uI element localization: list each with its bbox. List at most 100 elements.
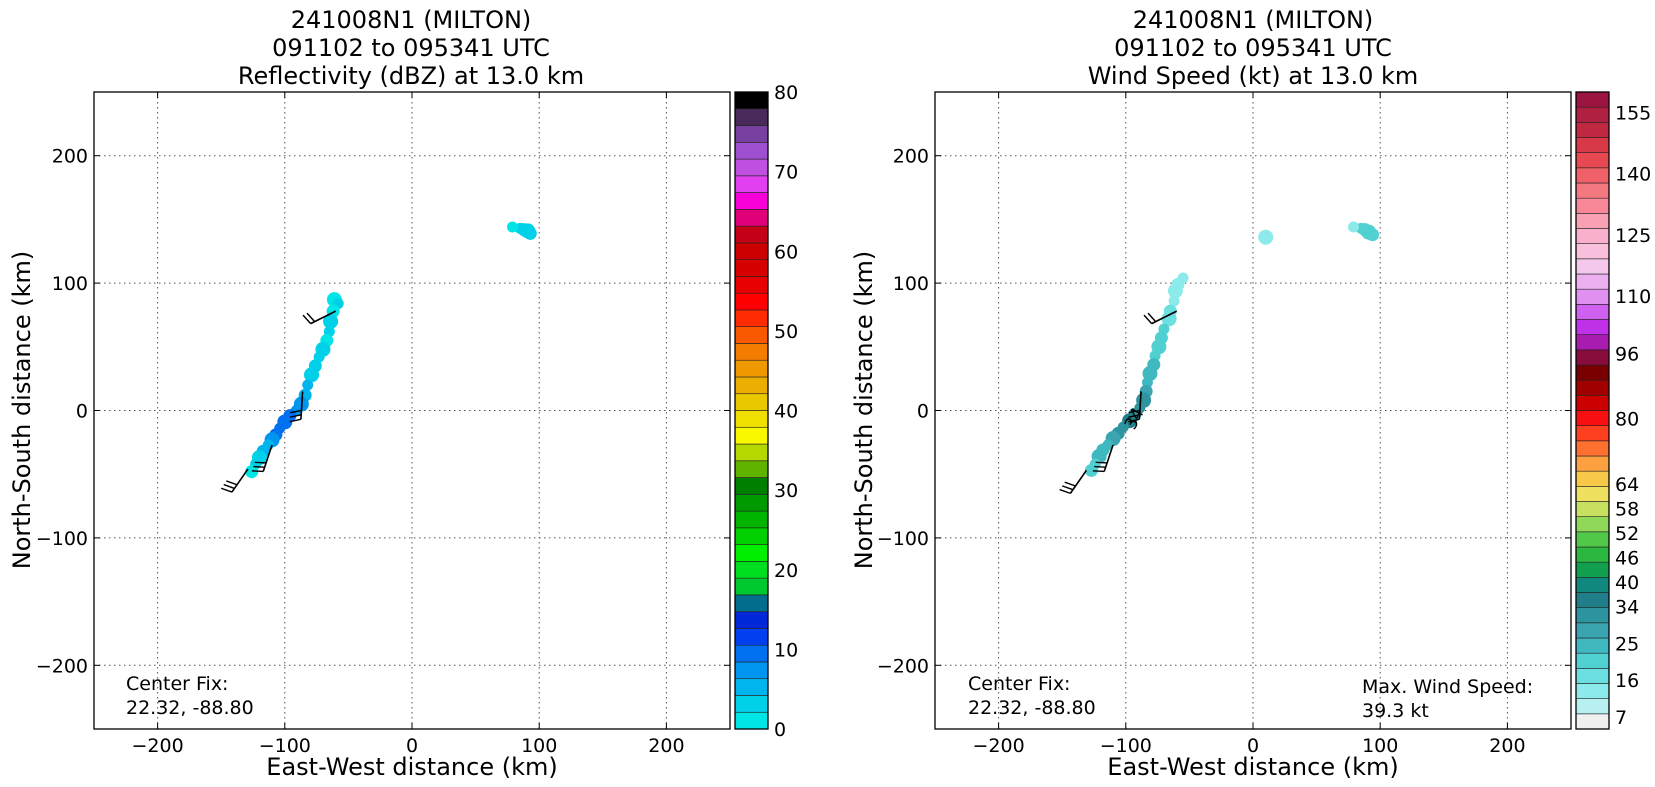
left-data-cell-15 [302,379,314,391]
right-colorbar-segment-16 [1575,470,1610,487]
right-wind-barb-1 [1128,391,1142,423]
right-colorbar-frame [1575,91,1610,730]
right-y-tick-label-0: −200 [877,655,929,677]
left-colorbar-segment-14 [734,477,769,495]
right-colorbar-segment-17 [1575,455,1610,472]
left-x-ticks: −200 −100 0 100 200 [132,92,685,757]
left-colorbar-segment-0 [734,711,769,730]
left-colorbar-segment-36 [734,108,769,126]
left-colorbar-ticks: 0 10 20 30 40 50 60 70 80 [774,82,798,741]
right-colorbar-tick-label-14: 155 [1615,102,1651,124]
left-colorbar-segment-25 [734,292,769,311]
left-wind-barbs [220,310,337,493]
right-colorbar-tick-label-11: 110 [1615,286,1651,308]
left-colorbar-segment-27 [734,259,769,277]
right-colorbar-segment-12 [1575,531,1610,548]
left-y-tick-label-1: −100 [36,528,88,550]
left-colorbar-segment-33 [734,158,769,177]
right-colorbar-tick-label-3: 34 [1615,597,1639,619]
right-title-line2: 091102 to 095341 UTC [1114,34,1392,62]
left-x-tick-label-0: −200 [132,735,184,757]
left-colorbar-segment-5 [734,628,769,646]
left-y-tick-label-2: 0 [76,401,88,423]
left-colorbar-tick-label-4: 40 [774,401,798,423]
right-x-tick-label-1: −100 [1100,735,1152,757]
right-colorbar-segment-21 [1575,395,1610,411]
right-x-tick-label-0: −200 [973,735,1025,757]
left-colorbar-segment-16 [734,443,769,462]
right-colorbar-segment-18 [1575,440,1610,457]
right-colorbar-segment-7 [1575,607,1610,624]
left-center-fix-value: 22.32, -88.80 [126,697,254,719]
right-y-tick-label-3: 100 [893,273,929,295]
right-colorbar-tick-label-0: 7 [1615,707,1627,729]
left-gridlines [94,92,730,729]
left-colorbar-segment-26 [734,276,769,294]
right-wind-barb-0 [1143,310,1178,325]
left-colorbar-segment-19 [734,393,769,411]
right-max-wind-label: Max. Wind Speed: [1362,676,1533,698]
left-x-tick-label-2: 0 [406,735,418,757]
left-colorbar-segment-29 [734,225,769,244]
left-colorbar-segment-31 [734,192,769,210]
right-colorbar-tick-label-9: 80 [1615,409,1639,431]
right-colorbar-segment-6 [1575,622,1610,639]
right-colorbar-segment-35 [1575,182,1610,199]
left-wind-barb-0 [302,310,337,325]
left-colorbar-tick-label-8: 80 [774,82,798,104]
right-title-line1: 241008N1 (MILTON) [1133,6,1374,34]
left-colorbar-tick-label-3: 30 [774,480,798,502]
right-colorbar-tick-label-13: 140 [1615,164,1651,186]
right-colorbar-tick-label-1: 16 [1615,670,1639,692]
right-colorbar-tick-label-4: 40 [1615,572,1639,594]
right-x-tick-label-4: 200 [1489,735,1525,757]
left-colorbar-segment-8 [734,577,769,596]
left-y-tick-label-0: −200 [36,655,88,677]
right-colorbar-segment-14 [1575,501,1610,517]
left-colorbar-segment-9 [734,561,769,579]
left-colorbar-segment-3 [734,661,769,680]
left-x-tick-label-4: 200 [648,735,684,757]
right-colorbar-segment-9 [1575,577,1610,593]
right-colorbar-segment-5 [1575,637,1610,654]
right-y-ticks: −200 −100 0 100 200 [877,146,1571,677]
right-title-line3: Wind Speed (kt) at 13.0 km [1088,62,1419,90]
right-colorbar-segment-40 [1575,106,1610,123]
left-colorbar-segment-28 [734,242,769,260]
left-colorbar-segment-11 [734,527,769,545]
right-data-cell-9 [1168,295,1180,307]
right-colorbar-segment-27 [1575,304,1610,320]
right-gridlines [935,92,1571,729]
left-colorbar-tick-label-0: 0 [774,719,786,741]
left-colorbar-segment-35 [734,125,769,143]
right-center-fix-value: 22.32, -88.80 [968,697,1096,719]
left-data-cell-8 [323,313,339,329]
left-data-cell-28 [245,465,259,479]
left-colorbar [734,91,769,730]
right-x-ticks: −200 −100 0 100 200 [973,92,1526,757]
right-y-axis-label: North-South distance (km) [850,251,878,570]
right-colorbar-segment-30 [1575,258,1610,275]
left-y-axis-label: North-South distance (km) [8,251,36,570]
right-colorbar-segment-23 [1575,364,1610,381]
left-colorbar-segment-32 [734,175,769,193]
left-colorbar-segment-20 [734,376,769,395]
left-colorbar-tick-label-6: 60 [774,241,798,263]
right-y-tick-label-4: 200 [893,146,929,168]
right-colorbar-segment-38 [1575,137,1610,153]
right-colorbar-tick-label-6: 52 [1615,523,1639,545]
left-colorbar-tick-label-2: 20 [774,560,798,582]
right-colorbar-tick-label-2: 25 [1615,633,1639,655]
right-colorbar-segment-11 [1575,546,1610,563]
right-colorbar-segment-8 [1575,592,1610,608]
left-colorbar-segment-18 [734,410,769,428]
left-y-ticks: −200 −100 0 100 200 [36,146,730,677]
left-data-cell-14 [304,367,320,383]
right-colorbar-segment-0 [1575,713,1610,730]
right-data-cell-8 [1167,283,1183,299]
right-max-wind-value: 39.3 kt [1362,700,1429,722]
right-colorbar-segment-41 [1575,91,1610,108]
right-colorbar-segment-20 [1575,410,1610,426]
